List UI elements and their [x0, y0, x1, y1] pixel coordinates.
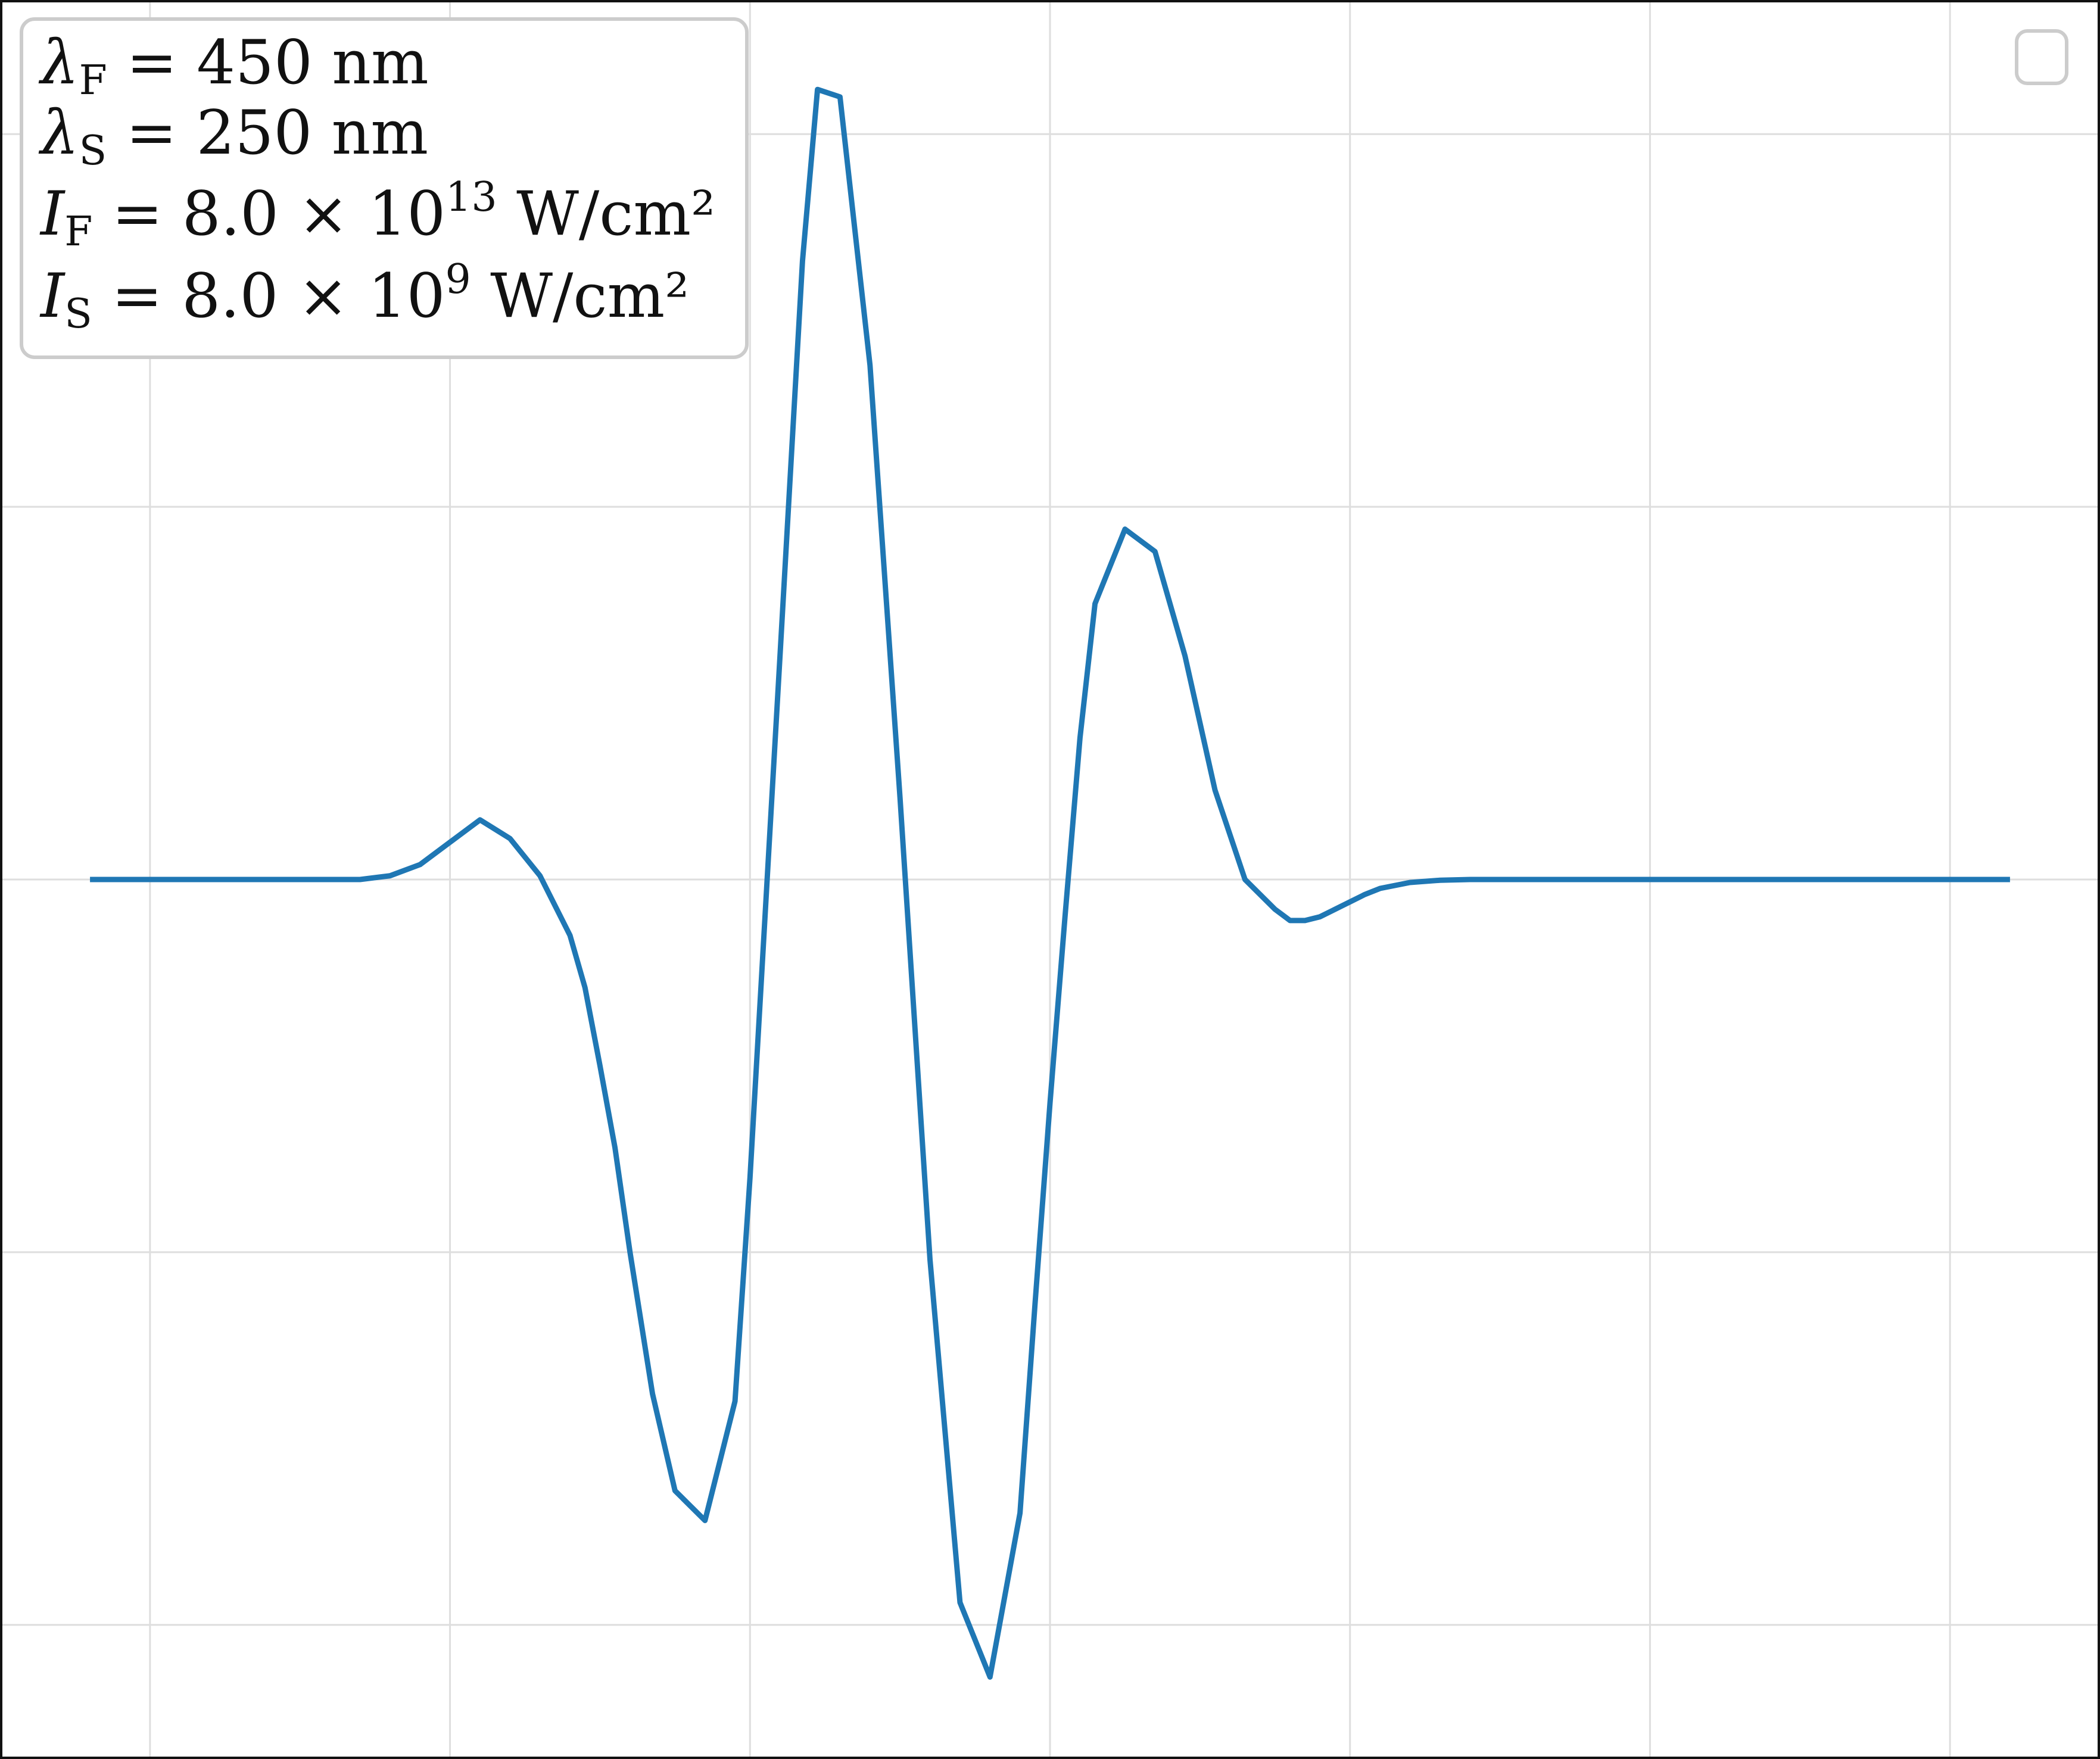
legend-entry-lambda-s: λS = 250 nm: [38, 98, 428, 174]
legend-box: [20, 17, 749, 359]
legend-entry-intensity-f: IF = 8.0 × 1013 W/cm²: [39, 174, 715, 255]
legend: λF = 450 nm λS = 250 nm IF = 8.0 × 1013 …: [20, 17, 749, 359]
series-line-waveform: [90, 86, 2010, 1680]
legend-entry-lambda-f: λF = 450 nm: [38, 27, 429, 104]
empty-legend-box: [2015, 29, 2068, 85]
legend-entry-intensity-s: IS = 8.0 × 109 W/cm²: [39, 256, 689, 338]
